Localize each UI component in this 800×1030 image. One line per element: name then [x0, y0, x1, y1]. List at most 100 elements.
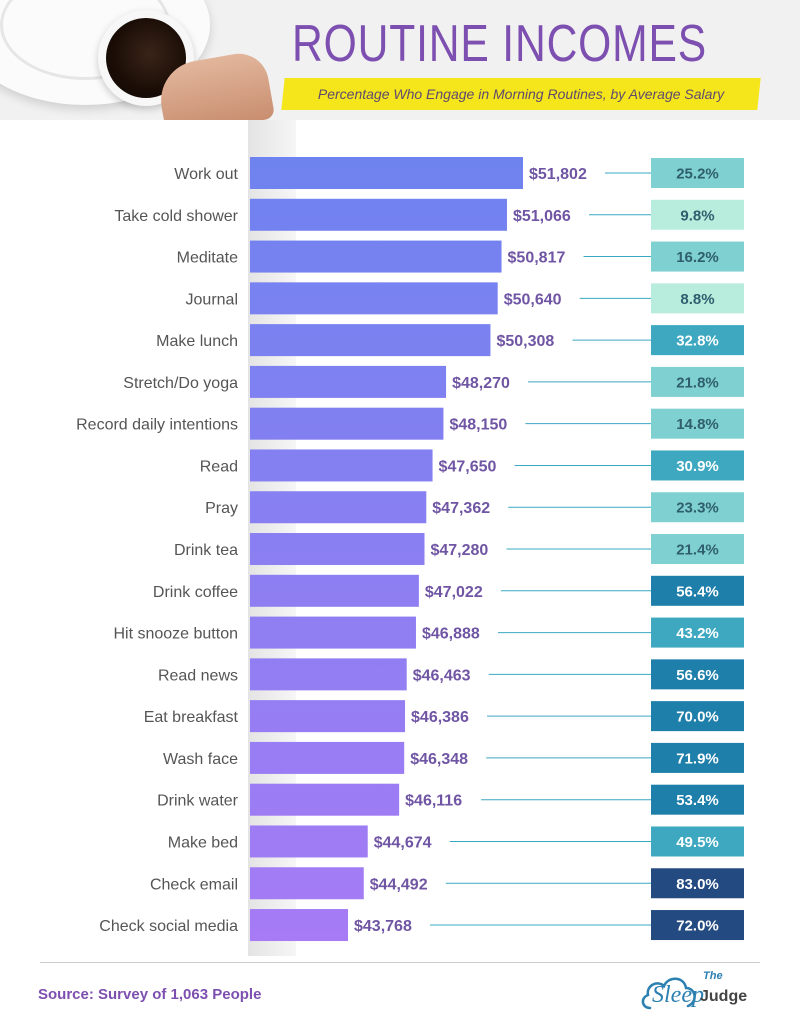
- percentage-box: [651, 617, 744, 648]
- percentage-label: 56.6%: [676, 667, 719, 684]
- chart-title: ROUTINE INCOMES: [292, 15, 708, 73]
- percentage-label: 32.8%: [676, 333, 719, 350]
- category-label: Eat breakfast: [144, 709, 239, 726]
- value-label: $50,308: [496, 333, 554, 350]
- value-label: $46,348: [410, 751, 468, 768]
- logo-the-text: The: [703, 970, 723, 982]
- percentage-box: [651, 784, 744, 815]
- bar: [250, 867, 364, 900]
- source-note: Source: Survey of 1,063 People: [38, 986, 262, 1003]
- percentage-label: 14.8%: [676, 416, 719, 433]
- percentage-box: [651, 910, 744, 941]
- category-label: Make bed: [168, 834, 238, 851]
- percentage-label: 30.9%: [676, 458, 719, 475]
- value-label: $46,888: [422, 626, 480, 643]
- bar: [250, 449, 433, 482]
- percentage-label: 9.8%: [680, 207, 714, 224]
- category-label: Drink coffee: [153, 584, 238, 601]
- value-label: $43,768: [354, 918, 412, 935]
- value-label: $51,802: [529, 166, 587, 183]
- logo-sleep-text: Sleep: [652, 982, 704, 1008]
- chart-subtitle: Percentage Who Engage in Morning Routine…: [317, 86, 725, 102]
- value-label: $46,386: [411, 709, 469, 726]
- percentage-box: [651, 492, 744, 523]
- category-label: Read news: [158, 667, 238, 684]
- value-label: $47,650: [439, 458, 497, 475]
- percentage-box: [651, 325, 744, 356]
- cloud-icon: [641, 977, 696, 1010]
- category-label: Read: [200, 458, 238, 475]
- bar: [250, 658, 407, 691]
- bar-chart: Work out $51,802 25.2% Take cold shower $51,…: [76, 120, 744, 956]
- bar: [250, 909, 348, 942]
- value-label: $51,066: [513, 208, 571, 225]
- percentage-label: 8.8%: [680, 291, 714, 308]
- value-label: $47,280: [430, 542, 488, 559]
- bar: [250, 240, 502, 273]
- percentage-label: 71.9%: [676, 750, 719, 767]
- percentage-label: 43.2%: [676, 625, 719, 642]
- percentage-label: 53.4%: [676, 792, 719, 809]
- percentage-box: [651, 199, 744, 230]
- category-label: Drink tea: [174, 542, 238, 559]
- value-label: $47,022: [425, 584, 483, 601]
- category-label: Make lunch: [156, 333, 238, 350]
- category-label: Pray: [205, 500, 238, 517]
- category-label: Drink water: [157, 793, 239, 810]
- bar: [250, 491, 427, 524]
- bar: [250, 157, 523, 189]
- value-label: $46,116: [405, 793, 462, 810]
- value-label: $44,492: [370, 876, 428, 893]
- percentage-label: 72.0%: [676, 918, 719, 935]
- header-banner: ROUTINE INCOMES Percentage Who Engage in…: [0, 0, 800, 120]
- percentage-box: [651, 868, 744, 899]
- percentage-box: [651, 158, 744, 188]
- footer-divider: [40, 962, 760, 963]
- category-label: Meditate: [177, 250, 238, 267]
- value-label: $46,463: [413, 667, 471, 684]
- value-label: $50,817: [508, 250, 566, 267]
- category-label: Check email: [150, 876, 238, 893]
- percentage-box: [651, 742, 744, 773]
- category-label: Take cold shower: [114, 208, 238, 225]
- value-label: $47,362: [432, 500, 490, 517]
- bar: [250, 783, 400, 816]
- percentage-box: [651, 241, 744, 272]
- category-label: Hit snooze button: [113, 626, 238, 643]
- percentage-label: 56.4%: [676, 583, 719, 600]
- value-label: $50,640: [504, 291, 562, 308]
- bar: [250, 825, 368, 858]
- percentage-label: 21.8%: [676, 374, 719, 391]
- logo-judge-text: Judge: [700, 988, 748, 1005]
- bar: [250, 407, 444, 440]
- bar: [250, 533, 425, 566]
- category-label: Journal: [186, 291, 238, 308]
- percentage-label: 25.2%: [676, 166, 719, 183]
- sleep-judge-logo: The Sleep Judge: [640, 966, 760, 1018]
- percentage-box: [651, 659, 744, 690]
- percentage-label: 23.3%: [676, 500, 719, 517]
- value-label: $44,674: [374, 834, 432, 851]
- percentage-label: 16.2%: [676, 249, 719, 266]
- category-label: Stretch/Do yoga: [123, 375, 238, 392]
- category-label: Wash face: [163, 751, 238, 768]
- bar: [250, 574, 419, 607]
- bar: [250, 365, 447, 398]
- percentage-box: [651, 450, 744, 481]
- percentage-box: [651, 408, 744, 439]
- bar: [250, 700, 406, 733]
- bar: [250, 198, 507, 231]
- percentage-label: 83.0%: [676, 876, 719, 893]
- percentage-box: [651, 826, 744, 857]
- percentage-label: 49.5%: [676, 834, 719, 851]
- percentage-label: 70.0%: [676, 709, 719, 726]
- value-label: $48,150: [449, 417, 507, 434]
- category-label: Work out: [174, 166, 238, 183]
- category-label: Record daily intentions: [76, 417, 238, 434]
- percentage-box: [651, 575, 744, 606]
- category-label: Check social media: [99, 918, 238, 935]
- percentage-box: [651, 366, 744, 397]
- bar: [250, 741, 405, 774]
- percentage-box: [651, 534, 744, 565]
- percentage-box: [651, 283, 744, 314]
